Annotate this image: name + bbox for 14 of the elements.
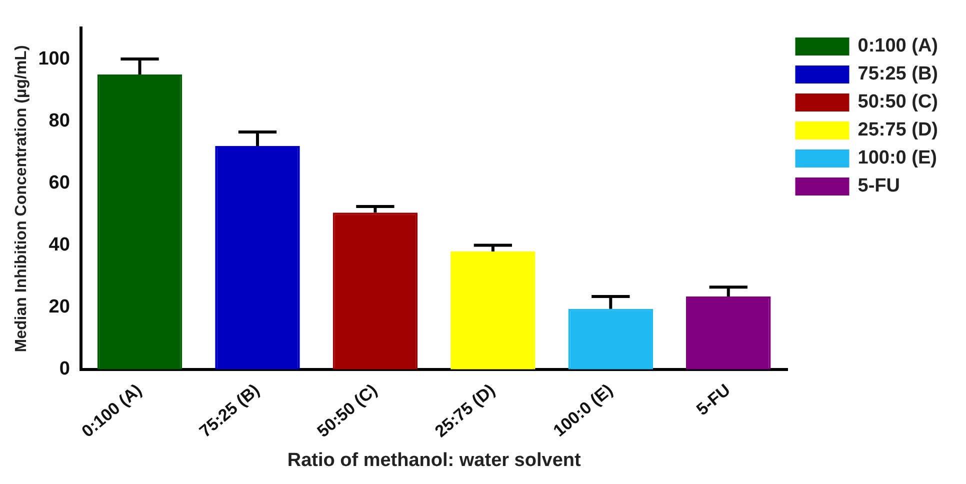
y-tick-label: 0 <box>59 358 70 380</box>
x-axis-title: Ratio of methanol: water solvent <box>287 450 582 471</box>
y-tick-label: 40 <box>48 234 70 256</box>
y-tick-label: 60 <box>48 172 70 194</box>
legend-label: 75:25 (B) <box>858 64 938 85</box>
y-tick-label: 20 <box>48 296 70 318</box>
legend-label: 100:0 (E) <box>858 148 937 169</box>
legend-label: 5-FU <box>858 176 900 197</box>
legend-label: 0:100 (A) <box>858 36 938 57</box>
y-tick-label: 100 <box>38 48 70 70</box>
y-tick-label: 80 <box>48 110 70 132</box>
legend-label: 25:75 (D) <box>858 120 938 141</box>
legend-label: 50:50 (C) <box>858 92 938 113</box>
y-axis-title: Median Inhibition Concentration (µg/mL) <box>13 45 30 352</box>
